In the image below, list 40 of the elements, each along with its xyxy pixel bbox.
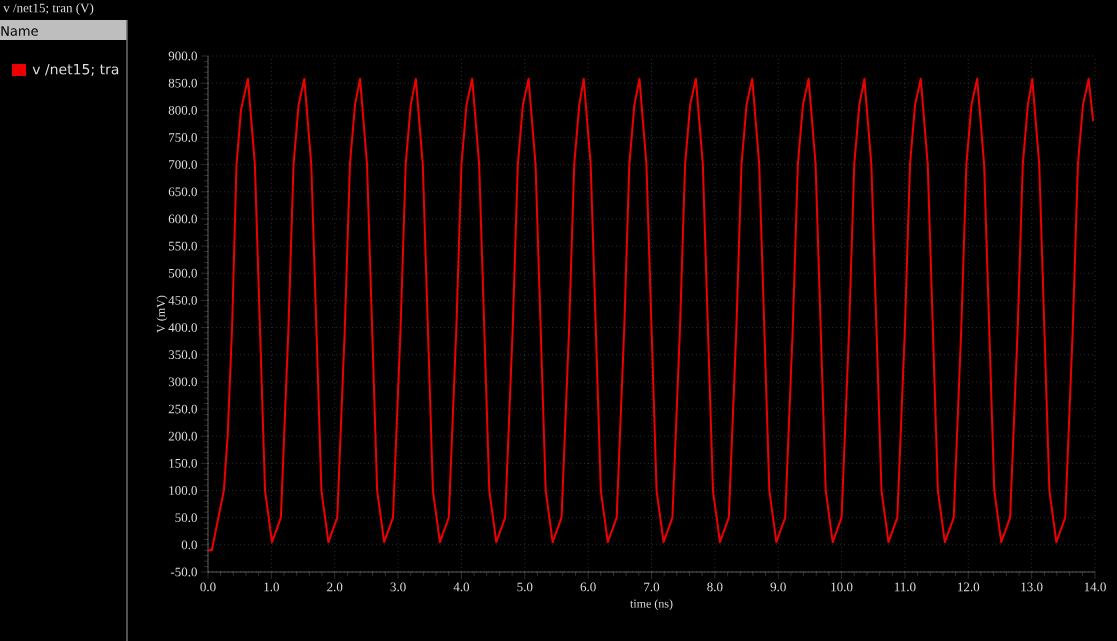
y-tick-label: 550.0 <box>168 241 197 251</box>
y-tick-label: 50.0 <box>175 513 197 523</box>
x-tick-label: 14.0 <box>1084 582 1106 592</box>
y-tick-label: 850.0 <box>168 78 197 88</box>
x-tick-label: 13.0 <box>1021 582 1043 592</box>
x-tick-label: 0.0 <box>200 582 216 592</box>
legend-label: v /net15; tra <box>32 64 119 76</box>
y-tick-label: 100.0 <box>169 486 197 495</box>
y-tick-label: 150.0 <box>169 458 197 468</box>
y-tick-label: 800.0 <box>168 105 197 115</box>
y-tick-label: 900.0 <box>168 51 197 61</box>
x-axis-title: time (ns) <box>630 599 673 611</box>
x-tick-label: 2.0 <box>327 582 343 592</box>
y-tick-label: 300.0 <box>168 377 197 387</box>
y-tick-label: 750.0 <box>169 133 197 142</box>
legend-title: Name <box>1 26 38 36</box>
x-tick-label: 3.0 <box>390 582 406 592</box>
x-tick-label: 6.0 <box>580 582 596 592</box>
y-tick-label: -50.0 <box>170 567 197 577</box>
y-axis-title: V (mV) <box>156 295 168 333</box>
y-tick-label: 350.0 <box>168 350 197 360</box>
x-tick-label: 1.0 <box>264 582 279 592</box>
x-tick-label: 11.0 <box>894 582 916 592</box>
y-tick-label: 400.0 <box>168 323 197 332</box>
x-tick-label: 5.0 <box>517 582 533 592</box>
y-tick-label: 0.0 <box>181 540 197 550</box>
y-tick-label: 650.0 <box>168 187 197 197</box>
x-tick-label: 10.0 <box>831 582 853 592</box>
x-tick-label: 4.0 <box>453 582 470 592</box>
x-tick-label: 7.0 <box>644 582 660 592</box>
y-tick-label: 450.0 <box>168 296 197 305</box>
x-tick-label: 9.0 <box>770 582 786 592</box>
y-tick-label: 500.0 <box>168 268 197 278</box>
y-tick-label: 600.0 <box>168 214 197 224</box>
y-tick-label: 250.0 <box>168 404 197 414</box>
text: v /net15; tran (V) <box>3 3 94 15</box>
y-tick-label: 700.0 <box>169 160 197 170</box>
x-tick-label: 12.0 <box>958 582 980 592</box>
y-tick-label: 200.0 <box>168 431 197 441</box>
x-tick-label: 8.0 <box>707 582 723 592</box>
